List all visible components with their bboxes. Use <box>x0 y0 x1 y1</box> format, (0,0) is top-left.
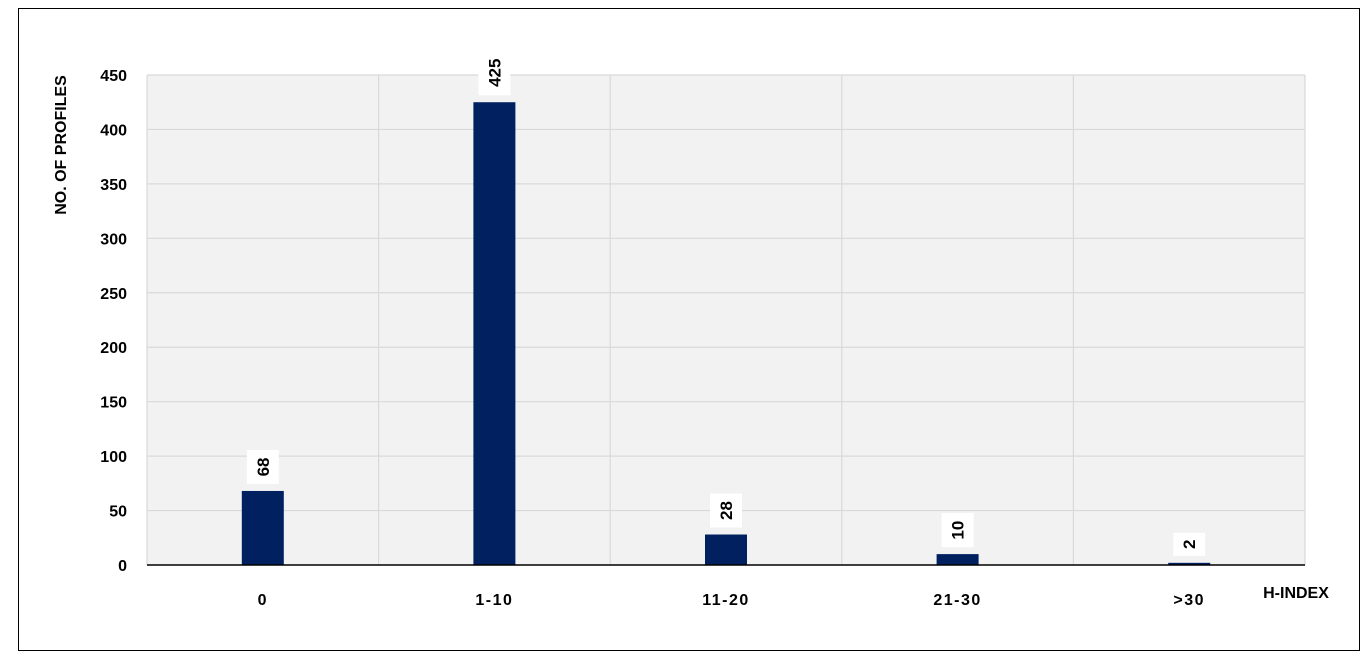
gridlines <box>146 74 1306 565</box>
bar <box>241 490 284 565</box>
data-label-text: 28 <box>717 501 736 520</box>
plot-area <box>147 75 1305 565</box>
data-label-box <box>710 493 742 528</box>
x-tick-label: 0 <box>258 592 268 609</box>
bar <box>936 554 979 565</box>
data-label: 2 <box>1173 532 1206 556</box>
data-label: 68 <box>246 449 279 484</box>
x-tick-label: 21-30 <box>933 592 981 609</box>
y-tick-label: 0 <box>118 558 127 575</box>
x-tick-label: 11-20 <box>702 592 750 609</box>
data-label-box <box>941 513 974 548</box>
data-label: 10 <box>941 513 974 548</box>
bar <box>705 534 747 565</box>
y-axis-ticks: 0 50 100 150 200 250 300 350 400 450 <box>100 68 127 575</box>
data-label-text: 2 <box>1180 540 1199 549</box>
y-tick-label: 300 <box>100 231 127 248</box>
x-tick-label: 1-10 <box>475 592 513 609</box>
bars <box>241 102 1211 565</box>
y-tick-label: 50 <box>109 504 127 521</box>
y-tick-label: 200 <box>100 340 127 357</box>
data-labels: 68 425 28 10 2 <box>246 50 1206 556</box>
y-tick-label: 350 <box>100 177 127 194</box>
y-tick-label: 400 <box>100 122 127 139</box>
y-tick-label: 100 <box>100 449 127 466</box>
data-label: 28 <box>710 493 742 528</box>
bar <box>1168 562 1211 565</box>
data-label: 425 <box>478 50 511 96</box>
x-axis-ticks: 0 1-10 11-20 21-30 >30 <box>258 592 1205 609</box>
y-axis-title: NO. OF PROFILES <box>53 75 70 215</box>
data-label-box <box>1173 532 1206 556</box>
x-tick-label: >30 <box>1173 592 1205 609</box>
y-tick-label: 450 <box>100 68 127 85</box>
y-tick-label: 150 <box>100 395 127 412</box>
data-label-box <box>246 449 279 484</box>
data-label-text: 425 <box>485 59 504 87</box>
data-label-text: 68 <box>254 457 273 476</box>
data-label-box <box>478 50 511 96</box>
bar <box>473 102 516 565</box>
data-label-text: 10 <box>949 521 968 540</box>
y-tick-label: 250 <box>100 286 127 303</box>
x-axis-title: H-INDEX <box>1263 585 1329 602</box>
